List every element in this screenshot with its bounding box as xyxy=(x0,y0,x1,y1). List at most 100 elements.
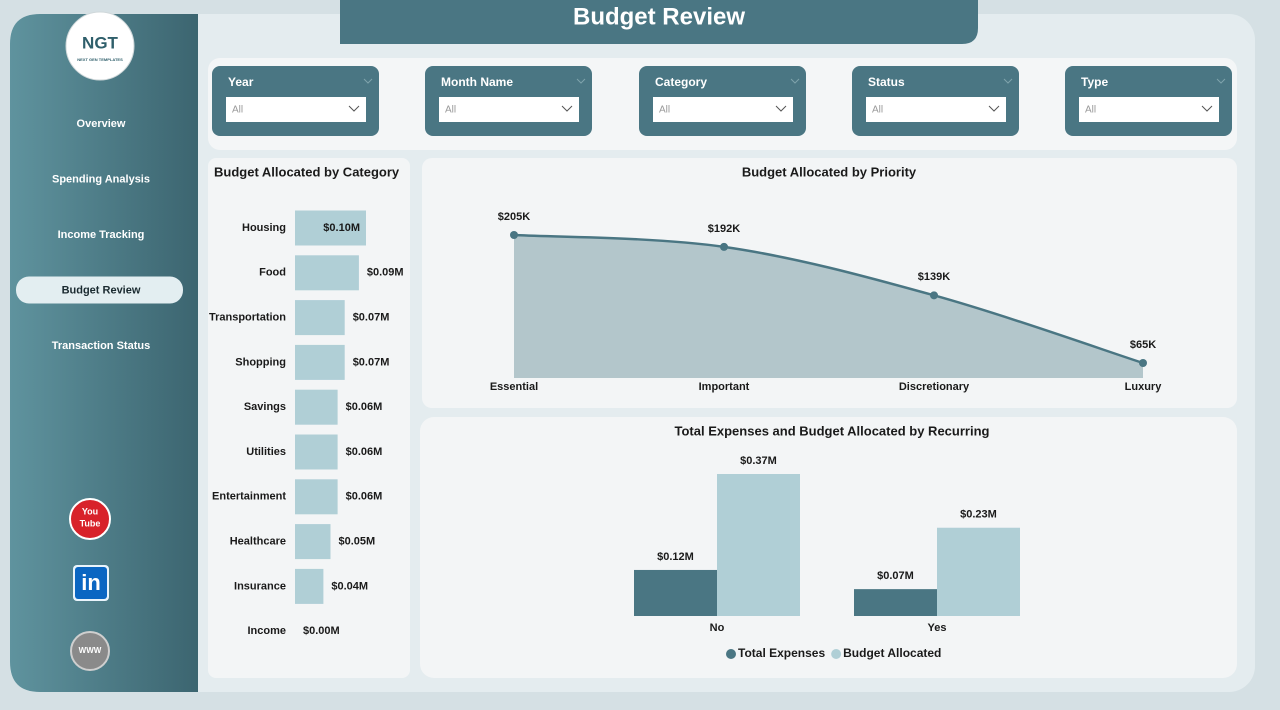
chevron xyxy=(988,105,1000,112)
value-label: $0.12M xyxy=(657,551,694,563)
bar xyxy=(854,589,937,616)
bar xyxy=(937,527,1020,616)
dropdown[interactable] xyxy=(226,97,366,122)
sidebar xyxy=(10,14,198,692)
dropdown[interactable] xyxy=(653,97,793,122)
filter-value: All xyxy=(232,105,243,116)
bar xyxy=(295,434,338,470)
value-label: $0.07M xyxy=(877,570,914,582)
area xyxy=(514,235,1143,378)
logo-tagline: NEXT GEN TEMPLATES xyxy=(77,57,123,62)
logo-text: NGT xyxy=(82,33,119,52)
youtube-icon[interactable] xyxy=(69,498,111,540)
nav: Overview Spending Analysis Income Tracking… xyxy=(16,118,183,352)
category-label: Entertainment xyxy=(212,491,286,503)
category-label: Healthcare xyxy=(230,536,286,548)
category-label: Transportation xyxy=(209,312,286,324)
category-label: Income xyxy=(247,625,286,637)
chart-title: Budget Allocated by Category xyxy=(214,164,400,179)
value-label: $0.06M xyxy=(346,401,383,413)
nav-active xyxy=(16,276,183,304)
bar xyxy=(717,474,800,616)
value-label: $0.06M xyxy=(346,491,383,503)
chart-title: Total Expenses and Budget Allocated by R… xyxy=(675,423,990,438)
bar xyxy=(295,389,338,425)
bar xyxy=(295,568,324,604)
bar xyxy=(295,344,345,380)
legend-marker xyxy=(726,649,736,659)
value-label: $0.07M xyxy=(353,356,390,368)
bar xyxy=(295,300,345,336)
value-label: $0.06M xyxy=(346,446,383,458)
value-label: $192K xyxy=(708,223,740,235)
value-label: $0.05M xyxy=(339,536,376,548)
dropdown[interactable] xyxy=(439,97,579,122)
value-label: $0.23M xyxy=(960,509,997,521)
filter-label: Type xyxy=(1081,75,1108,89)
dropdown[interactable] xyxy=(1079,97,1219,122)
line xyxy=(513,233,1144,365)
category-label: Shopping xyxy=(235,356,286,368)
value-label: $0.37M xyxy=(740,455,777,467)
legend-marker xyxy=(831,649,842,659)
filter-label: Year xyxy=(228,75,254,89)
panel xyxy=(420,417,1237,678)
point xyxy=(510,231,518,239)
chevron xyxy=(348,105,360,112)
header-tab xyxy=(340,0,978,44)
value-label: $0.00M xyxy=(303,625,340,637)
filter-value: All xyxy=(659,105,670,116)
category-label: Housing xyxy=(242,222,286,234)
chart-title: Budget Allocated by Priority xyxy=(742,164,917,179)
chevron xyxy=(576,78,586,84)
value-label: $65K xyxy=(1130,339,1156,351)
category-label: Food xyxy=(259,267,286,279)
bar xyxy=(295,479,338,515)
category-label: Utilities xyxy=(246,446,286,458)
x-tick-label: Essential xyxy=(490,381,538,393)
nav-item[interactable]: Transaction Status xyxy=(52,340,150,352)
bar xyxy=(634,569,717,616)
web-icon[interactable] xyxy=(70,631,110,671)
value-label: $0.07M xyxy=(353,312,390,324)
filter-label: Status xyxy=(868,75,905,89)
chevron xyxy=(1201,105,1213,112)
chevron xyxy=(1003,78,1013,84)
chevron xyxy=(363,78,373,84)
value-label: $0.10M xyxy=(323,222,360,234)
filter-value: All xyxy=(445,105,456,116)
chevron xyxy=(1216,78,1226,84)
chevron xyxy=(790,78,800,84)
filter-label: Category xyxy=(655,75,707,89)
point xyxy=(720,242,728,251)
category-label: Savings xyxy=(244,401,286,413)
charts: Budget Allocated by Category Housing $0.10… xyxy=(209,164,1162,660)
legend-label: Budget Allocated xyxy=(843,646,941,660)
value-label: $0.04M xyxy=(331,580,368,592)
legend-label: Total Expenses xyxy=(738,646,825,660)
page-title: Budget Review xyxy=(573,3,745,30)
nav-item[interactable]: Overview xyxy=(77,118,126,130)
web-text: WWW xyxy=(79,646,102,655)
dropdown[interactable] xyxy=(866,97,1006,122)
nav-item[interactable]: Budget Review xyxy=(62,284,141,296)
youtube-text: Tube xyxy=(80,518,101,528)
point xyxy=(930,291,938,300)
category-label: Insurance xyxy=(234,580,286,592)
value-label: $0.09M xyxy=(367,267,404,279)
x-tick-label: Yes xyxy=(928,622,947,634)
filter-value: All xyxy=(872,105,883,116)
filter-label: Month Name xyxy=(441,75,513,89)
nav-item[interactable]: Income Tracking xyxy=(58,229,145,241)
x-tick-label: Important xyxy=(699,381,750,393)
nav-item[interactable]: Spending Analysis xyxy=(52,173,150,185)
chevron xyxy=(561,105,573,112)
linkedin-text: in xyxy=(81,570,101,595)
bar xyxy=(295,524,331,560)
bar xyxy=(295,255,359,291)
x-tick-label: Discretionary xyxy=(899,381,970,393)
x-tick-label: No xyxy=(710,622,725,634)
point xyxy=(1139,359,1147,367)
linkedin-bg xyxy=(75,567,107,599)
